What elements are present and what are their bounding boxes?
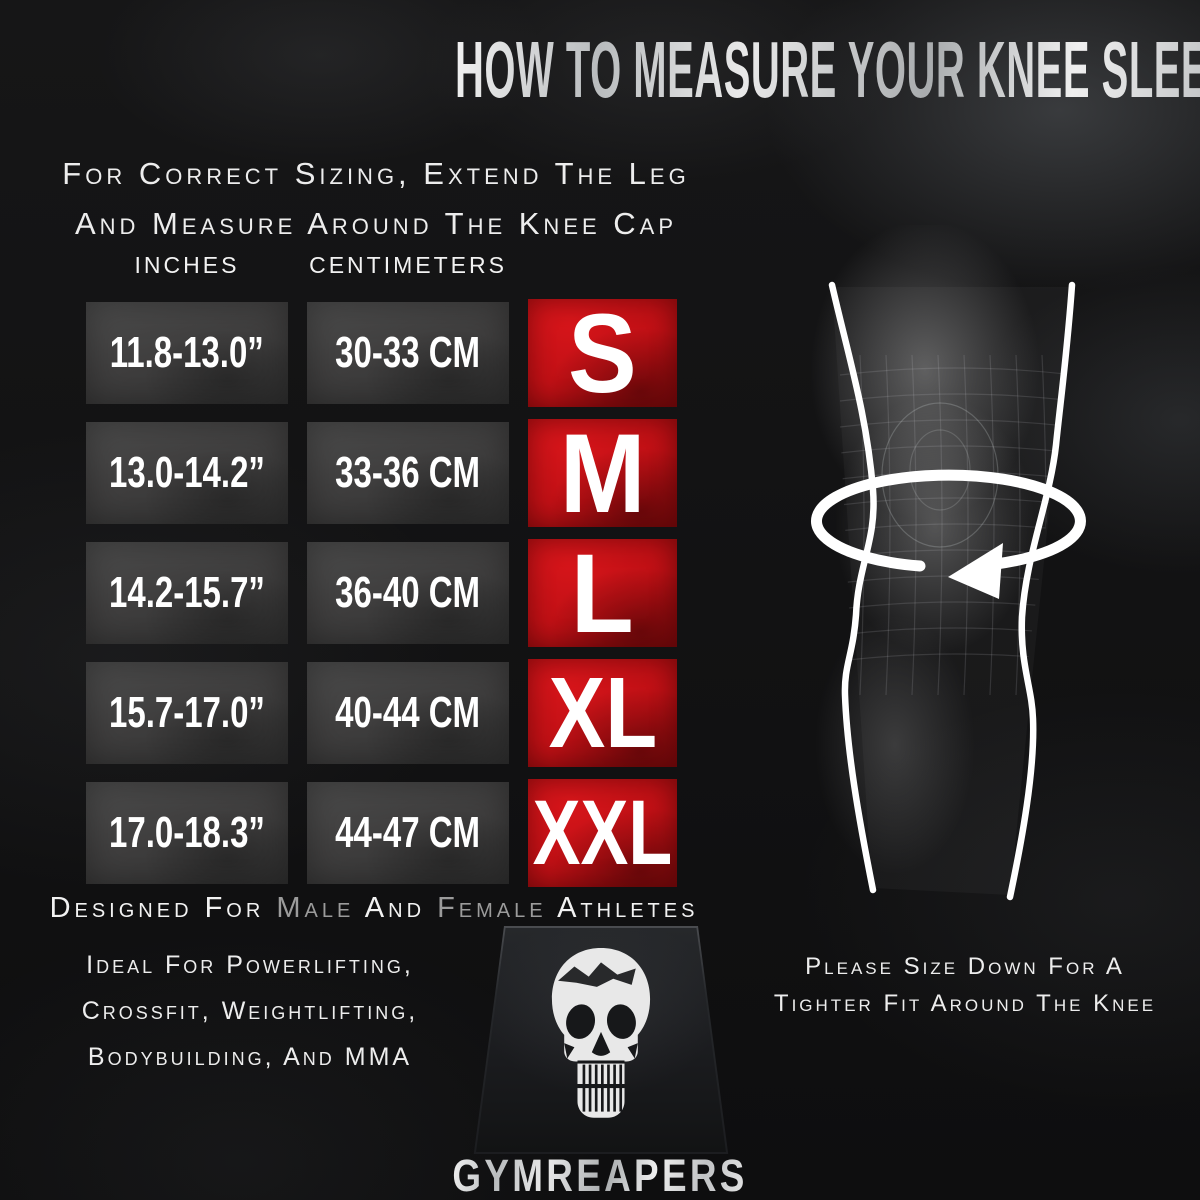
inches-cell: 15.7-17.0” — [86, 662, 288, 764]
size-row: 13.0-14.2” 33-36 CM M — [0, 411, 760, 536]
ideal-for-line-2: Crossfit, Weightlifting, — [81, 997, 419, 1025]
size-row: 17.0-18.3” 44-47 CM XXL — [0, 779, 760, 887]
page-title-text: HOW TO MEASURE YOUR KNEE SLEEVE SIZE — [455, 30, 1200, 110]
size-badge: XXL — [528, 779, 677, 887]
knee-measurement-illustration — [810, 225, 1086, 901]
brand-wordmark: GYMREAPERS — [452, 1150, 748, 1200]
size-badge: XL — [528, 657, 677, 769]
athletes-segment-female: Female — [437, 892, 547, 924]
centimeters-cell: 33-36 CM — [307, 422, 509, 524]
size-badge: M — [528, 411, 677, 536]
inches-cell: 14.2-15.7” — [86, 542, 288, 644]
size-row: 11.8-13.0” 30-33 CM S — [0, 291, 760, 416]
instructions-line-2: And Measure Around The Knee Cap — [74, 206, 678, 241]
skull-icon — [551, 948, 651, 1118]
column-header-centimeters: CENTIMETERS — [309, 252, 507, 278]
athletes-segment: And — [354, 892, 438, 924]
logo-plaque — [442, 926, 760, 1154]
inches-cell: 17.0-18.3” — [86, 782, 288, 884]
athletes-line: Designed For Male And Female Athletes — [0, 892, 748, 925]
size-down-note: Please Size Down For A Tighter Fit Aroun… — [745, 948, 1185, 1022]
size-row: 14.2-15.7” 36-40 CM L — [0, 531, 760, 656]
leg-outline — [828, 281, 1076, 901]
inches-cell: 13.0-14.2” — [86, 422, 288, 524]
athletes-segment: Athletes — [546, 892, 699, 924]
inches-cell: 11.8-13.0” — [86, 302, 288, 404]
column-header-inches: INCHES — [134, 252, 240, 278]
centimeters-cell: 36-40 CM — [307, 542, 509, 644]
athletes-segment-male: Male — [276, 892, 355, 924]
size-row: 15.7-17.0” 40-44 CM XL — [0, 657, 760, 769]
size-badge: L — [528, 531, 677, 656]
ideal-for-line-3: Bodybuilding, And MMA — [87, 1043, 413, 1071]
ideal-for-text: Ideal For Powerlifting, Crossfit, Weight… — [40, 942, 460, 1080]
athletes-segment: Designed For — [49, 892, 277, 924]
page-title: HOW TO MEASURE YOUR KNEE SLEEVE SIZE — [0, 30, 1200, 110]
centimeters-cell: 40-44 CM — [307, 662, 509, 764]
size-down-note-line-1: Please Size Down For A — [805, 953, 1125, 980]
size-badge: S — [528, 291, 677, 416]
size-down-note-line-2: Tighter Fit Around The Knee — [773, 990, 1157, 1017]
centimeters-cell: 44-47 CM — [307, 782, 509, 884]
sizing-instructions: For Correct Sizing, Extend The Leg And M… — [0, 149, 752, 249]
centimeters-cell: 30-33 CM — [307, 302, 509, 404]
ideal-for-line-1: Ideal For Powerlifting, — [86, 951, 414, 979]
measure-arrow-icon — [811, 469, 1086, 599]
instructions-line-1: For Correct Sizing, Extend The Leg — [62, 156, 690, 191]
